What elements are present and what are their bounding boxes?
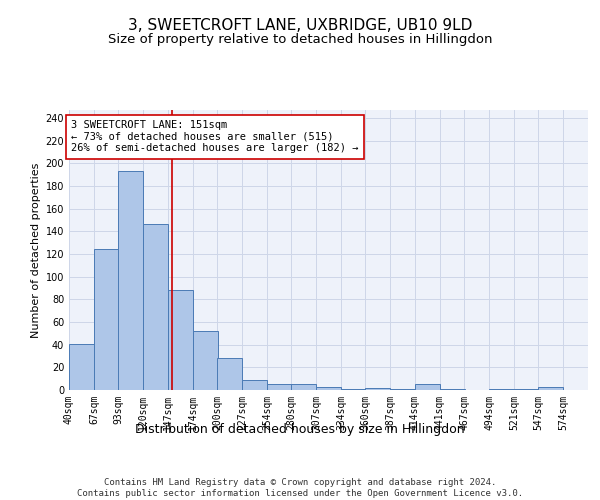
Bar bbox=[390, 389, 415, 390]
Text: 3 SWEETCROFT LANE: 151sqm
← 73% of detached houses are smaller (515)
26% of semi: 3 SWEETCROFT LANE: 151sqm ← 73% of detac… bbox=[71, 120, 358, 154]
Bar bbox=[341, 389, 366, 390]
Bar bbox=[291, 384, 316, 390]
Text: Distribution of detached houses by size in Hillingdon: Distribution of detached houses by size … bbox=[135, 422, 465, 436]
Bar bbox=[69, 344, 94, 390]
Bar bbox=[514, 389, 539, 390]
Bar bbox=[415, 384, 440, 390]
Bar bbox=[538, 386, 563, 390]
Bar bbox=[267, 384, 292, 390]
Bar bbox=[143, 224, 168, 390]
Text: Contains HM Land Registry data © Crown copyright and database right 2024.
Contai: Contains HM Land Registry data © Crown c… bbox=[77, 478, 523, 498]
Bar bbox=[217, 358, 242, 390]
Bar bbox=[440, 389, 465, 390]
Bar bbox=[365, 388, 390, 390]
Bar bbox=[168, 290, 193, 390]
Bar bbox=[242, 380, 267, 390]
Bar bbox=[94, 250, 119, 390]
Bar bbox=[316, 386, 341, 390]
Bar bbox=[118, 171, 143, 390]
Text: 3, SWEETCROFT LANE, UXBRIDGE, UB10 9LD: 3, SWEETCROFT LANE, UXBRIDGE, UB10 9LD bbox=[128, 18, 472, 32]
Text: Size of property relative to detached houses in Hillingdon: Size of property relative to detached ho… bbox=[108, 32, 492, 46]
Bar bbox=[193, 331, 218, 390]
Y-axis label: Number of detached properties: Number of detached properties bbox=[31, 162, 41, 338]
Bar bbox=[489, 389, 514, 390]
